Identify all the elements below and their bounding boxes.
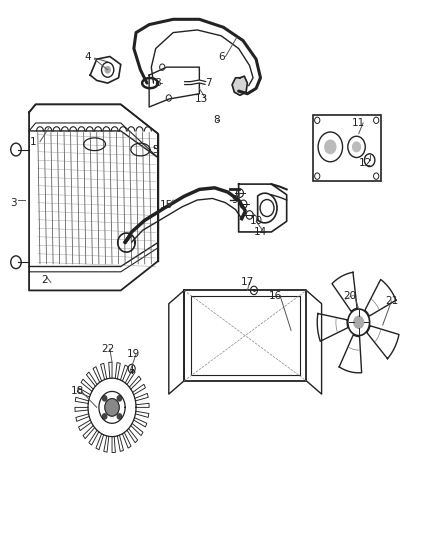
Circle shape xyxy=(105,399,119,416)
Circle shape xyxy=(325,140,336,154)
Text: 18: 18 xyxy=(71,386,84,397)
Text: 22: 22 xyxy=(101,344,114,354)
Polygon shape xyxy=(232,76,247,95)
Text: 12: 12 xyxy=(359,158,372,168)
Text: 8: 8 xyxy=(213,115,220,125)
Text: 2: 2 xyxy=(41,275,48,285)
Text: 14: 14 xyxy=(254,227,267,237)
Bar xyxy=(313,115,381,181)
Text: 21: 21 xyxy=(385,296,398,306)
Text: 20: 20 xyxy=(343,290,357,301)
Circle shape xyxy=(105,67,110,73)
Text: 11: 11 xyxy=(352,118,365,128)
Circle shape xyxy=(353,142,360,152)
Text: 10: 10 xyxy=(250,216,263,227)
Text: 8: 8 xyxy=(155,78,161,88)
Text: 9: 9 xyxy=(231,195,237,205)
Text: 19: 19 xyxy=(127,349,141,359)
Circle shape xyxy=(117,395,122,401)
Text: 4: 4 xyxy=(85,52,92,61)
Text: 6: 6 xyxy=(218,52,225,61)
Circle shape xyxy=(102,414,107,419)
Circle shape xyxy=(117,414,122,419)
Circle shape xyxy=(354,317,364,328)
Text: 5: 5 xyxy=(152,144,159,155)
Text: 1: 1 xyxy=(30,136,37,147)
Text: 17: 17 xyxy=(241,278,254,287)
Text: 15: 15 xyxy=(160,200,173,211)
Text: 13: 13 xyxy=(195,94,208,104)
Text: 16: 16 xyxy=(269,290,283,301)
Circle shape xyxy=(102,395,107,401)
Text: 3: 3 xyxy=(11,198,17,208)
Text: 7: 7 xyxy=(205,78,212,88)
